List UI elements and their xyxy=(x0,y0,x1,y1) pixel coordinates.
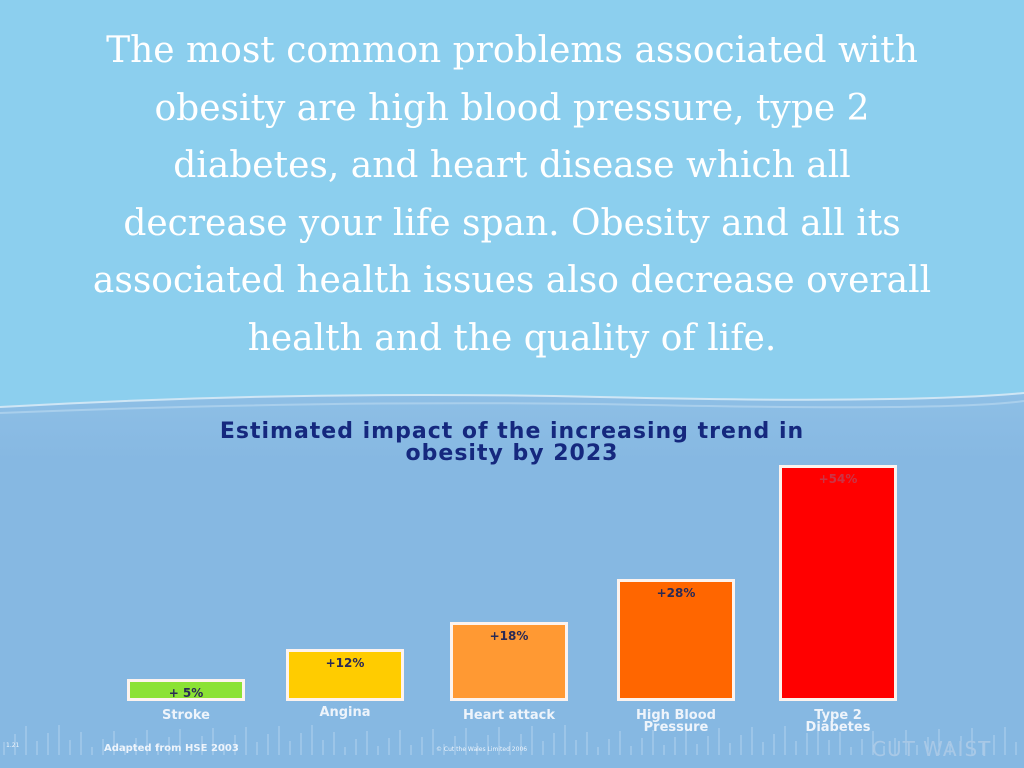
data-label: +18% xyxy=(489,629,529,644)
data-label: +54% xyxy=(818,472,858,486)
bar-heart-attack: +18% xyxy=(450,622,568,701)
category-label: Heart attack xyxy=(463,708,555,723)
data-label: +28% xyxy=(656,585,696,600)
intro-line: obesity are high blood pressure, type 2 xyxy=(154,87,870,129)
source-note: Adapted from HSE 2003 xyxy=(104,743,239,754)
category-label: Type 2 Diabetes xyxy=(805,708,871,735)
chart-title-line: obesity by 2023 xyxy=(405,441,619,466)
intro-line: The most common problems associated with xyxy=(106,30,918,71)
copyright-note: © Cut the Wales Limited 2006 xyxy=(436,746,528,753)
category-label: Angina xyxy=(319,705,371,720)
bar-type-2-diabetes: +54% xyxy=(779,465,897,701)
intro-line: health and the quality of life. xyxy=(247,317,777,359)
chart-image: Estimated impact of the increasing trend… xyxy=(0,385,1024,768)
chart-title-line: Estimated impact of the increasing trend… xyxy=(219,419,805,444)
category-label: Stroke xyxy=(161,708,211,723)
wave-decoration xyxy=(0,385,1024,414)
intro-text: The most common problems associated with… xyxy=(0,22,1024,367)
slide-number: 1.21 xyxy=(6,742,20,749)
category-label: High Blood Pressure xyxy=(636,708,716,735)
data-label: + 5% xyxy=(168,686,204,701)
bar-high-blood-pressure: +28% xyxy=(617,578,735,701)
ruler-decoration xyxy=(3,725,1017,755)
logo: CUT WAIST xyxy=(872,737,992,761)
intro-line: associated health issues also decrease o… xyxy=(92,260,932,301)
intro-line: decrease your life span. Obesity and all… xyxy=(123,202,901,244)
chart-title: Estimated impact of the increasing trend… xyxy=(0,421,1024,465)
bar-stroke: + 5% xyxy=(127,679,245,701)
data-label: +12% xyxy=(325,655,365,670)
bar-angina: +12% xyxy=(286,648,404,701)
intro-line: diabetes, and heart disease which all xyxy=(173,145,851,186)
